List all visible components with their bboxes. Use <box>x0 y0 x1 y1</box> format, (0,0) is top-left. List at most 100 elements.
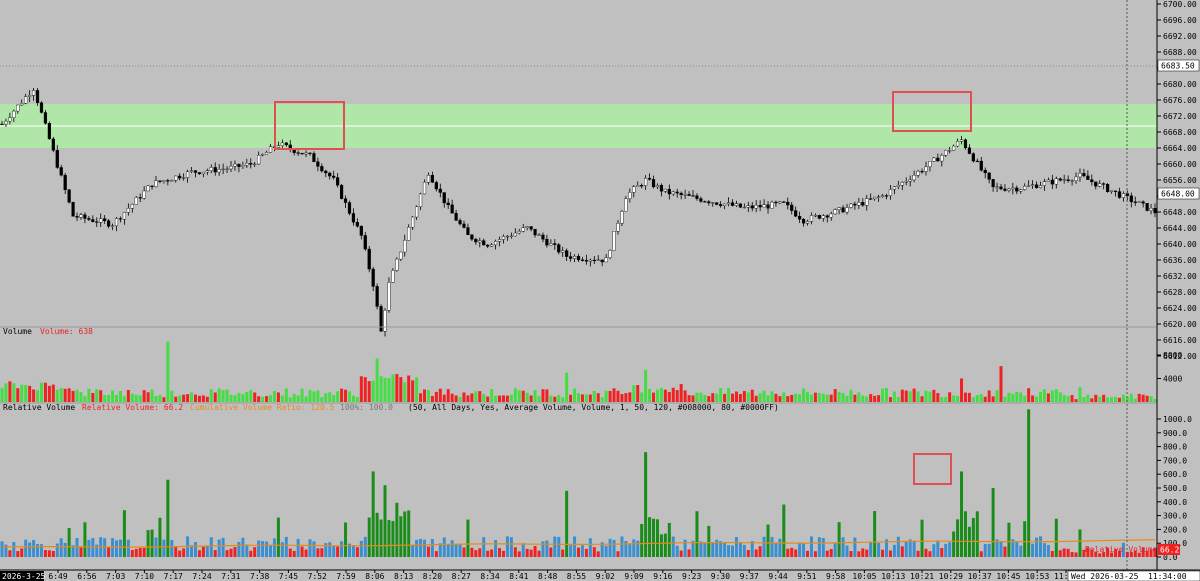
relative-volume-bar <box>426 546 430 557</box>
price-candle-body <box>632 186 636 193</box>
relative-volume-bar <box>588 538 592 557</box>
volume-bar <box>644 369 648 402</box>
relative-volume-bar <box>1153 547 1157 557</box>
relative-volume-bar <box>379 519 383 557</box>
relative-volume-bar <box>122 510 126 557</box>
volume-bar <box>608 390 612 402</box>
price-candle-body <box>1058 178 1062 181</box>
price-candle-body <box>604 257 608 263</box>
relative-volume-bar <box>170 539 174 557</box>
price-candle-body <box>940 154 944 162</box>
relative-volume-panel[interactable]: Relative Volume Relative Volume: 66.2 Cu… <box>0 402 1157 557</box>
volume-bar <box>20 384 24 402</box>
price-axis[interactable]: 6700.006696.006692.006688.006684.006680.… <box>1156 0 1200 570</box>
volume-panel[interactable]: Volume Volume: 638 <box>0 326 1157 402</box>
volume-bar <box>1114 396 1118 402</box>
relative-volume-bar <box>727 545 731 557</box>
relative-volume-bar <box>845 545 849 557</box>
volume-bar <box>577 393 580 402</box>
price-candle-body <box>217 169 221 173</box>
relative-volume-bar <box>63 542 67 557</box>
price-candle-body <box>1082 173 1086 177</box>
volume-bar <box>936 393 940 402</box>
relative-volume-bar <box>229 548 233 557</box>
price-candle-body <box>403 239 407 253</box>
price-candle-body <box>166 180 170 182</box>
relative-volume-bar <box>1086 547 1090 557</box>
price-candle-body <box>241 165 245 167</box>
relative-volume-bar <box>324 543 328 557</box>
volume-bar <box>632 385 636 402</box>
price-candle-body <box>249 162 253 165</box>
time-tick-label: 10:53 <box>1025 572 1049 581</box>
price-candle-body <box>87 218 91 220</box>
price-candle-body <box>746 205 750 208</box>
volume-bar <box>245 392 249 402</box>
time-tick-label: 10:37 <box>968 572 992 581</box>
relative-volume-bar <box>924 548 928 557</box>
price-candle-body <box>896 185 900 187</box>
relative-volume-bar <box>261 541 265 557</box>
price-candle-body <box>663 188 667 192</box>
relative-volume-bar <box>490 549 494 557</box>
price-candle-body <box>711 202 715 204</box>
volume-bar <box>1054 389 1058 402</box>
price-candle-body <box>1133 201 1137 203</box>
volume-bar <box>916 391 920 402</box>
price-tick-label: 6672.00 <box>1163 112 1197 121</box>
price-candle-body <box>387 282 391 311</box>
relative-volume-bar <box>979 551 983 557</box>
price-candle-body <box>490 244 494 247</box>
highlight-box-1 <box>274 101 345 150</box>
volume-bar <box>924 390 928 402</box>
volume-bar <box>233 395 237 402</box>
price-candle-body <box>1121 193 1126 198</box>
volume-bar <box>371 380 375 402</box>
time-tick-label: 10:29 <box>939 572 963 581</box>
volume-bar <box>881 388 885 402</box>
volume-bar <box>391 374 395 402</box>
relative-volume-bar <box>932 544 936 557</box>
price-candle-body <box>371 268 375 287</box>
price-candle-body <box>1094 181 1098 187</box>
volume-bar <box>971 397 975 402</box>
relative-volume-bar <box>67 528 71 557</box>
price-candle-body <box>24 96 28 104</box>
time-axis[interactable]: 2026-3-25 6:49 6:56 7:03 7:10 7:17 7:24 7:31 7:… <box>0 569 1200 581</box>
volume-bar <box>217 388 221 402</box>
price-candle-body <box>979 160 983 171</box>
price-panel[interactable] <box>0 65 1157 337</box>
rv-tick-label: 700.0 <box>1163 456 1187 465</box>
relative-volume-bar <box>730 545 734 557</box>
relative-volume-bars <box>0 409 1157 557</box>
relative-volume-bar <box>1046 544 1050 557</box>
relative-volume-bar <box>474 550 478 557</box>
rv-title: Relative Volume <box>3 403 75 412</box>
price-candle-body <box>237 163 241 167</box>
price-candle-body <box>750 205 754 209</box>
volume-bar <box>478 391 482 402</box>
price-candle-body <box>359 225 363 236</box>
relative-volume-bar <box>1125 551 1129 557</box>
price-candle-body <box>991 179 995 188</box>
relative-volume-bar <box>146 530 150 557</box>
relative-volume-bar <box>703 543 707 557</box>
price-candle-body <box>703 201 707 203</box>
volume-bar <box>269 395 273 402</box>
volume-bar <box>174 396 178 402</box>
relative-volume-bar <box>399 516 403 557</box>
time-tick-label: 7:10 <box>135 572 154 581</box>
relative-volume-bar <box>39 544 43 557</box>
price-candle-body <box>438 188 442 193</box>
volume-bar <box>1003 396 1007 402</box>
relative-volume-bar <box>1038 536 1042 557</box>
volume-bar <box>91 392 95 402</box>
volume-bar <box>296 395 300 402</box>
price-candle-body <box>513 232 517 237</box>
price-candle-body <box>170 180 174 182</box>
price-candle-body <box>845 207 849 213</box>
relative-volume-bar <box>1062 548 1066 557</box>
price-candle-body <box>908 179 912 182</box>
relative-volume-bar <box>695 511 699 557</box>
